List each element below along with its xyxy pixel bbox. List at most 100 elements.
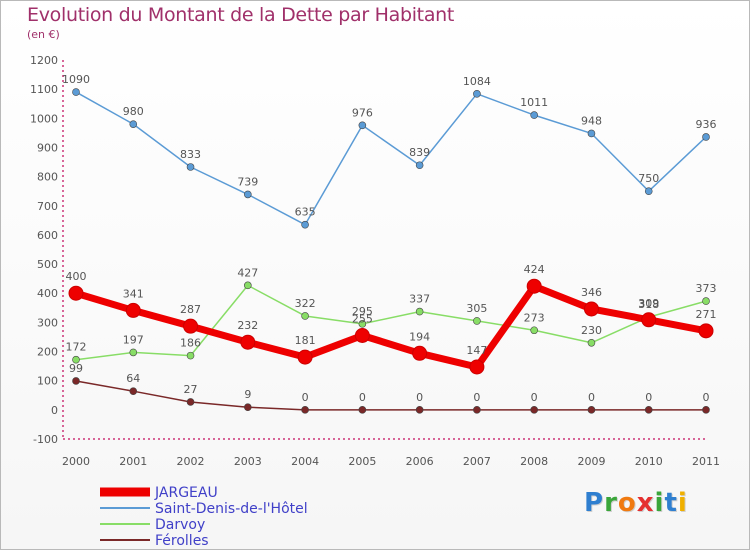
data-point xyxy=(698,323,714,339)
data-label: 287 xyxy=(180,303,201,316)
data-point xyxy=(72,88,80,96)
legend-label: JARGEAU xyxy=(154,485,218,501)
data-label: 400 xyxy=(66,270,87,283)
data-label: 27 xyxy=(184,383,198,396)
legend-label: Saint-Denis-de-l'Hôtel xyxy=(155,501,308,517)
logo-letter: P xyxy=(584,488,605,518)
data-point xyxy=(415,161,424,170)
data-label: 318 xyxy=(638,298,659,311)
data-label: 0 xyxy=(473,391,480,404)
data-label: 9 xyxy=(244,388,251,401)
data-label: 186 xyxy=(180,337,201,350)
data-label: 172 xyxy=(66,341,87,354)
data-point xyxy=(125,302,141,318)
y-tick-label: 900 xyxy=(37,141,58,154)
data-point xyxy=(301,312,309,320)
data-point xyxy=(644,187,653,195)
data-point xyxy=(583,301,599,317)
data-point xyxy=(530,406,538,414)
data-label: 295 xyxy=(352,305,373,318)
x-tick-label: 2003 xyxy=(234,455,262,468)
chart-title: Evolution du Montant de la Dette par Hab… xyxy=(27,4,455,26)
data-label: 936 xyxy=(696,118,717,131)
logo-letter: i xyxy=(677,488,688,518)
data-label: 839 xyxy=(409,146,430,159)
data-point xyxy=(244,403,252,412)
data-label: 427 xyxy=(237,266,258,279)
data-label: 0 xyxy=(703,391,710,404)
data-label: 273 xyxy=(524,311,545,324)
data-point xyxy=(72,377,80,385)
data-label: 739 xyxy=(237,175,258,188)
x-tick-label: 2007 xyxy=(463,455,491,468)
data-label: 230 xyxy=(581,324,602,337)
data-point xyxy=(473,406,481,414)
x-tick-label: 2005 xyxy=(348,455,376,468)
data-point xyxy=(186,163,195,171)
data-point xyxy=(702,297,710,305)
data-label: 1090 xyxy=(62,73,90,86)
data-label: 99 xyxy=(69,362,83,375)
y-tick-label: 200 xyxy=(37,346,58,359)
data-point xyxy=(358,406,367,414)
chart-unit: (en €) xyxy=(27,28,60,41)
data-label: 0 xyxy=(302,391,309,404)
data-label: 309 xyxy=(638,297,659,310)
data-label: 341 xyxy=(123,287,144,300)
data-label: 1084 xyxy=(463,75,491,88)
data-point xyxy=(641,312,657,328)
data-label: 0 xyxy=(588,391,595,404)
data-point xyxy=(301,406,309,414)
logo-letter: o xyxy=(617,488,637,518)
data-point xyxy=(415,307,424,316)
data-label: 255 xyxy=(352,313,373,326)
data-label: 980 xyxy=(123,105,144,118)
x-tick-label: 2002 xyxy=(177,455,205,468)
data-point xyxy=(183,318,199,334)
logo-letter: x xyxy=(636,488,655,518)
axes: -100010020030040050060070080090010001100… xyxy=(30,54,720,468)
data-point xyxy=(354,328,370,344)
y-tick-label: 400 xyxy=(37,287,58,300)
series-line xyxy=(75,91,707,226)
logo-letter: i xyxy=(654,488,665,518)
series-line xyxy=(75,380,706,411)
data-point xyxy=(412,345,428,361)
data-label: 64 xyxy=(126,372,140,385)
data-point xyxy=(129,120,138,128)
data-label: 424 xyxy=(524,263,545,276)
y-tick-label: 1000 xyxy=(30,112,58,125)
data-label: 181 xyxy=(295,334,316,347)
x-tick-label: 2011 xyxy=(692,455,720,468)
x-tick-label: 2004 xyxy=(291,455,319,468)
data-label: 322 xyxy=(295,297,316,310)
data-point xyxy=(587,129,596,138)
data-point xyxy=(530,326,538,335)
data-labels: 1090 980 833 739 635 976 839 1084 1011 948 750 936 1… xyxy=(62,73,717,404)
data-point xyxy=(68,285,84,301)
data-label: 373 xyxy=(696,282,717,295)
y-tick-label: 1200 xyxy=(30,54,58,67)
data-label: 232 xyxy=(237,319,258,332)
legend-label: Férolles xyxy=(155,533,209,549)
y-tick-label: 600 xyxy=(37,229,58,242)
data-point xyxy=(129,387,138,395)
data-point xyxy=(587,406,596,414)
x-tick-label: 2010 xyxy=(635,455,663,468)
data-point xyxy=(297,349,313,365)
data-label: 1011 xyxy=(520,96,548,109)
data-point xyxy=(530,111,538,119)
data-point xyxy=(702,406,710,414)
data-label: 0 xyxy=(645,391,652,404)
data-point xyxy=(415,406,424,414)
logo-letter: t xyxy=(664,488,678,518)
data-label: 0 xyxy=(416,391,423,404)
legend-label: Darvoy xyxy=(155,517,205,533)
y-tick-label: 0 xyxy=(51,404,58,417)
y-tick-label: 700 xyxy=(37,200,58,213)
y-tick-label: 500 xyxy=(37,258,58,271)
data-point xyxy=(301,220,309,229)
y-tick-label: 100 xyxy=(37,375,58,388)
